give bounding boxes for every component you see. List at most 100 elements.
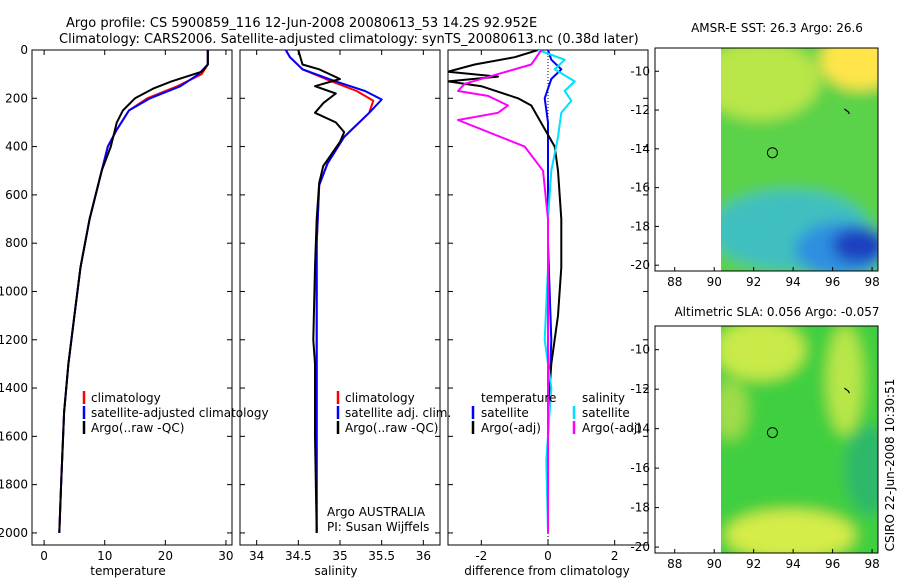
series-group (58, 50, 209, 533)
legend-label-satellite-adjusted: satellite-adjusted climatology (91, 406, 269, 420)
argo-position-marker (766, 147, 778, 159)
x-tick-label: 92 (746, 275, 761, 289)
x-tick-label: 90 (707, 275, 722, 289)
x-tick-label: 35 (332, 549, 347, 563)
no-data-area (655, 48, 715, 271)
temperature-xlabel: temperature (90, 564, 165, 578)
y-tick-label: -20 (630, 258, 650, 272)
difference-legend: temperature salinity satellite Argo(-adj… (471, 391, 642, 435)
no-data-area (655, 326, 715, 553)
sla-map-title: Altimetric SLA: 0.056 Argo: -0.057 (674, 305, 879, 319)
legend-label-climatology: climatology (345, 391, 415, 405)
y-tick-label: -12 (630, 382, 650, 396)
sla-map-axes: 88 90 92 94 96 98 -10 -12 -14 -16 -18 -20 (630, 326, 880, 571)
x-tick-label: 34 (249, 549, 264, 563)
y-tick-label: -10 (630, 64, 650, 78)
pi-note: PI: Susan Wijffels (327, 520, 429, 534)
series-line-argo-raw-qc- (58, 50, 209, 533)
sst-map-frame (654, 47, 879, 272)
series-line-climatology (58, 50, 209, 533)
series-line-salinity-argo-adj- (457, 50, 549, 533)
x-tick-label: 94 (786, 557, 801, 571)
x-tick-label: -2 (475, 549, 487, 563)
legend-label-climatology: climatology (91, 391, 161, 405)
sst-map-axes: 88 90 92 94 96 98 -10 -12 -14 -16 -18 -20 (630, 48, 880, 289)
y-tick-label: -16 (630, 461, 650, 475)
legend-label-sal-argo: Argo(-adj) (582, 421, 642, 435)
x-tick-label: 96 (825, 557, 840, 571)
legend-label-satellite-adj: satellite adj. clim. (345, 406, 451, 420)
x-tick-label: 92 (746, 557, 761, 571)
sla-map (721, 326, 878, 553)
legend-label-sal-satellite: satellite (582, 406, 630, 420)
y-tick-label: 1200 (0, 333, 28, 347)
y-tick-label: -10 (630, 343, 650, 357)
legend-label-argo: Argo(..raw -QC) (345, 421, 438, 435)
y-tick-label: -14 (630, 142, 650, 156)
y-tick-label: -16 (630, 181, 650, 195)
x-tick-label: 2 (611, 549, 619, 563)
y-tick-label: -14 (630, 422, 650, 436)
x-tick-label: 34.5 (285, 549, 312, 563)
salinity-xlabel: salinity (314, 564, 357, 578)
header-line-1: Argo profile: CS 5900859_116 12-Jun-2008… (66, 16, 537, 31)
y-tick-label: -18 (630, 501, 650, 515)
side-timestamp: CSIRO 22-Jun-2008 10:30:51 (883, 379, 897, 552)
x-tick-label: 98 (864, 275, 879, 289)
x-tick-label: 20 (158, 549, 173, 563)
x-tick-label: 98 (864, 557, 879, 571)
sla-map-frame (654, 325, 879, 554)
sst-map-title: AMSR-E SST: 26.3 Argo: 26.6 (691, 21, 863, 35)
y-tick-label: 0 (20, 43, 28, 57)
x-tick-label: 0 (544, 549, 552, 563)
sst-map (721, 48, 878, 271)
x-tick-label: 88 (667, 275, 682, 289)
difference-panel: -2 0 2 (448, 49, 648, 563)
y-tick-label: 800 (5, 236, 28, 250)
legend-title-salinity: salinity (582, 391, 625, 405)
y-tick-label: 600 (5, 188, 28, 202)
argo-position-marker (766, 427, 778, 439)
salinity-panel-frame (239, 49, 441, 546)
y-tick-label: 1400 (0, 381, 28, 395)
series-line-salinity-satellite (537, 50, 576, 533)
y-tick-label: -18 (630, 219, 650, 233)
series-line-argo-raw-qc- (297, 50, 346, 533)
x-tick-label: 88 (667, 557, 682, 571)
y-tick-label: -12 (630, 103, 650, 117)
float-track (844, 108, 850, 115)
salinity-legend: climatology satellite adj. clim. Argo(..… (336, 391, 451, 435)
x-tick-label: 94 (786, 275, 801, 289)
series-line-satellite-adjusted-climatology (58, 50, 209, 533)
x-tick-label: 96 (825, 275, 840, 289)
y-tick-label: -20 (630, 540, 650, 554)
float-track (844, 387, 850, 394)
y-tick-label: 1000 (0, 284, 28, 298)
legend-label-temp-satellite: satellite (481, 406, 529, 420)
header-line-2: Climatology: CARS2006. Satellite-adjuste… (59, 32, 639, 47)
temperature-panel-frame (31, 49, 233, 546)
argo-australia-note: Argo AUSTRALIA (327, 505, 426, 519)
legend-title-temperature: temperature (481, 391, 556, 405)
y-tick-label: 200 (5, 91, 28, 105)
series-group (448, 50, 576, 533)
y-tick-label: 1600 (0, 429, 28, 443)
y-tick-label: 2000 (0, 526, 28, 540)
legend-label-argo: Argo(..raw -QC) (91, 421, 184, 435)
y-tick-label: 1800 (0, 478, 28, 492)
y-tick-label: 400 (5, 140, 28, 154)
series-line-satellite-adj-clim- (284, 50, 383, 533)
x-tick-label: 30 (218, 549, 233, 563)
x-tick-label: 10 (97, 549, 112, 563)
x-tick-label: 90 (707, 557, 722, 571)
x-tick-label: 36 (416, 549, 431, 563)
x-tick-label: 35.5 (368, 549, 395, 563)
series-group (284, 50, 383, 533)
difference-xlabel: difference from climatology (464, 564, 630, 578)
salinity-panel: 34 34.5 35 35.5 36 (240, 49, 440, 563)
temperature-panel: 0 10 20 30 0 200 400 600 800 1000 1200 1400 1600 1800… (0, 43, 234, 563)
x-tick-label: 0 (40, 549, 48, 563)
temperature-legend: climatology satellite-adjusted climatolo… (82, 391, 269, 435)
legend-label-temp-argo: Argo(-adj) (481, 421, 541, 435)
